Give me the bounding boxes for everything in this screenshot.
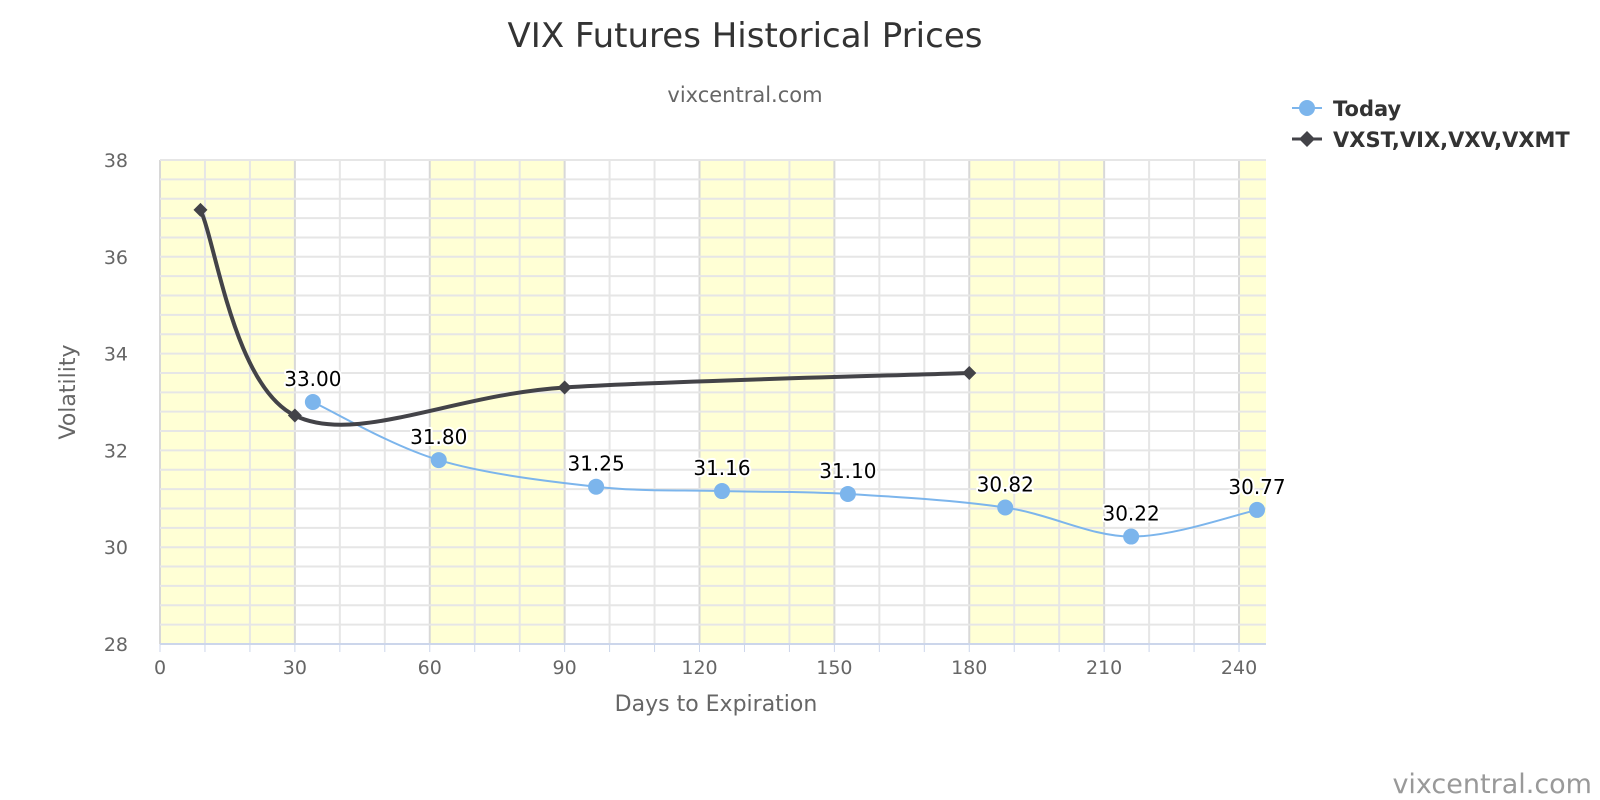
data-point-vxst-vix-vxv-vxmt[interactable] (557, 380, 572, 395)
data-point-vxst-vix-vxv-vxmt[interactable] (193, 202, 208, 217)
plot-band-1 (429, 160, 565, 644)
plot-band-2 (699, 160, 835, 644)
data-point-today[interactable] (1123, 528, 1140, 545)
x-tick-label: 90 (553, 657, 577, 679)
data-point-today[interactable] (304, 394, 321, 410)
y-tick-label: 34 (104, 344, 128, 366)
series-line-today (312, 401, 1258, 538)
x-tick-label: 210 (1086, 657, 1122, 679)
y-axis-title: Volatility (56, 344, 81, 439)
credit-link[interactable]: vixcentral.com (1392, 769, 1592, 800)
y-tick-label: 36 (104, 247, 128, 269)
chart-title: VIX Futures Historical Prices (508, 16, 983, 56)
y-tick-label: 38 (104, 150, 128, 172)
data-point-today[interactable] (713, 483, 730, 500)
x-tick-label: 240 (1221, 657, 1257, 679)
x-tick-label: 180 (951, 657, 987, 679)
chart-subtitle: vixcentral.com (667, 83, 822, 107)
data-point-today[interactable] (997, 499, 1014, 516)
x-axis-title: Days to Expiration (615, 692, 818, 717)
data-label-today: 30.82 (977, 473, 1034, 497)
legend-marker-today (1299, 100, 1315, 116)
plot-area: 0 30 60 90 120 150 180 210 240 28 30 32 34 36 38 33.00 3… (104, 150, 1288, 679)
data-label-today: 31.16 (693, 456, 750, 480)
plot-band-3 (969, 160, 1105, 644)
legend: Today VXST,VIX,VXV,VXMT (1292, 97, 1570, 152)
data-label-today: 33.00 (284, 367, 341, 391)
x-tick-label: 120 (681, 657, 717, 679)
y-tick-label: 28 (104, 634, 128, 656)
data-point-today[interactable] (1249, 501, 1266, 518)
legend-label-today: Today (1333, 97, 1402, 121)
data-label-today: 31.10 (819, 459, 876, 483)
legend-item-vxst-vix-vxv-vxmt[interactable]: VXST,VIX,VXV,VXMT (1292, 128, 1570, 152)
plot-band-0 (160, 160, 295, 644)
plot-band-4 (1239, 160, 1266, 644)
data-label-today: 30.77 (1228, 475, 1285, 499)
data-point-today[interactable] (430, 452, 447, 469)
y-tick-label: 32 (104, 440, 128, 462)
x-tick-label: 30 (283, 657, 307, 679)
legend-label-vxst-vix-vxv-vxmt: VXST,VIX,VXV,VXMT (1333, 128, 1570, 152)
data-label-today: 30.22 (1102, 502, 1159, 526)
x-tick-label: 150 (816, 657, 852, 679)
x-tick-label: 0 (154, 657, 166, 679)
legend-marker-vxst-vix-vxv-vxmt (1299, 131, 1315, 147)
x-tick-label: 60 (418, 657, 442, 679)
data-label-today: 31.80 (410, 425, 467, 449)
data-point-vxst-vix-vxv-vxmt[interactable] (962, 365, 977, 380)
y-tick-label: 30 (104, 537, 128, 559)
series-line-vxst-vix-vxv-vxmt (198, 209, 970, 427)
data-point-vxst-vix-vxv-vxmt[interactable] (287, 408, 302, 423)
data-label-today: 31.25 (567, 452, 624, 476)
data-point-today[interactable] (839, 485, 856, 502)
legend-item-today[interactable]: Today (1292, 97, 1402, 121)
data-point-today[interactable] (588, 478, 605, 495)
